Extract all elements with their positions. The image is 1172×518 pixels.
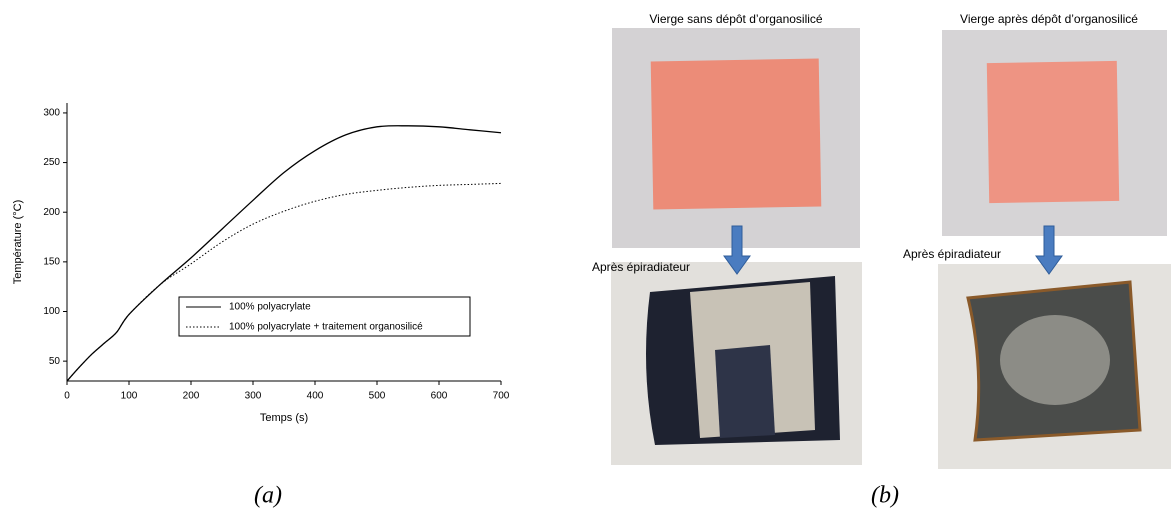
caption: Après épiradiateur [903, 247, 1001, 261]
x-tick-label: 500 [369, 391, 386, 402]
figure-svg: Vierge sans dépôt d’organosilicé Vierge … [0, 0, 1172, 518]
x-tick-label: 300 [245, 391, 262, 402]
x-axis-title: Temps (s) [260, 412, 308, 424]
panel-label: (a) [254, 483, 282, 509]
caption: Après épiradiateur [592, 260, 690, 274]
y-tick-label: 200 [43, 207, 60, 218]
caption: Vierge sans dépôt d’organosilicé [649, 12, 823, 26]
x-tick-label: 400 [307, 391, 324, 402]
y-tick-label: 50 [49, 356, 61, 367]
x-tick-label: 600 [431, 391, 448, 402]
legend-label: 100% polyacrylate [229, 302, 311, 313]
y-tick-label: 300 [43, 108, 60, 119]
plot: 50 100 150 200 250 300 0 100 200 300 400 500 600 700 1… [43, 103, 509, 402]
series-line [67, 126, 501, 381]
photo-top-right [942, 30, 1167, 236]
series-line [67, 183, 501, 381]
photo-bottom-left [611, 262, 862, 465]
y-tick-label: 100 [43, 306, 60, 317]
y-axis-title: Température (°C) [12, 200, 24, 284]
x-tick-label: 200 [183, 391, 200, 402]
panel-label: (b) [871, 483, 899, 509]
legend-label: 100% polyacrylate + traitement organosil… [229, 322, 423, 333]
x-tick-label: 0 [64, 391, 70, 402]
figure: Vierge sans dépôt d’organosilicé Vierge … [0, 0, 1172, 518]
photo-bottom-right [938, 264, 1171, 469]
y-tick-label: 250 [43, 157, 60, 168]
x-tick-label: 100 [121, 391, 138, 402]
photo-top-left [612, 28, 860, 248]
y-tick-label: 150 [43, 256, 60, 267]
caption: Vierge après dépôt d’organosilicé [960, 12, 1138, 26]
x-tick-label: 700 [493, 391, 510, 402]
